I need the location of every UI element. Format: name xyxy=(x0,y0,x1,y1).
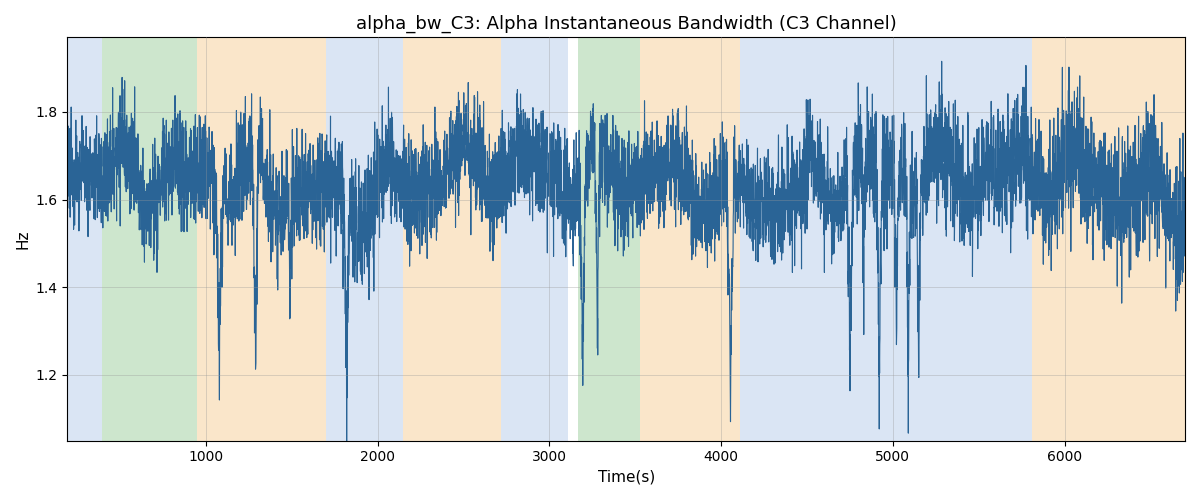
Bar xyxy=(569,38,577,440)
Title: alpha_bw_C3: Alpha Instantaneous Bandwidth (C3 Channel): alpha_bw_C3: Alpha Instantaneous Bandwid… xyxy=(356,15,896,34)
Bar xyxy=(403,38,502,440)
Bar xyxy=(102,38,197,440)
Bar xyxy=(502,38,569,440)
Y-axis label: Hz: Hz xyxy=(16,230,30,249)
Bar xyxy=(197,38,326,440)
Bar xyxy=(67,38,102,440)
Bar xyxy=(1032,38,1186,440)
Bar xyxy=(740,38,1032,440)
Bar xyxy=(641,38,740,440)
X-axis label: Time(s): Time(s) xyxy=(598,470,655,485)
Bar xyxy=(577,38,641,440)
Bar xyxy=(326,38,403,440)
